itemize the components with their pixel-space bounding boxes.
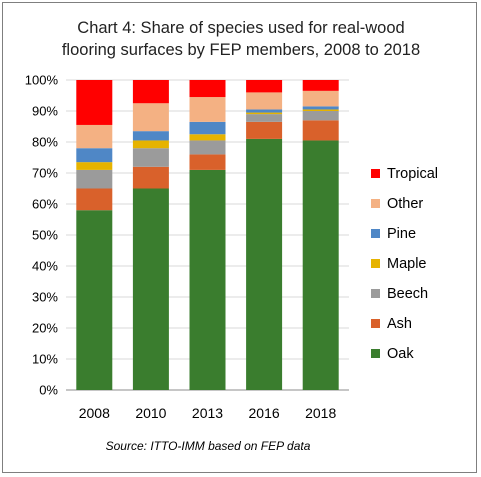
chart-title-line-1: Chart 4: Share of species used for real-… [77, 19, 404, 37]
x-tick-label: 2018 [305, 405, 336, 421]
y-tick-label: 10% [32, 352, 58, 367]
chart-frame: Chart 4: Share of species used for real-… [2, 2, 477, 473]
bar-segment-beech [246, 114, 283, 122]
bar-segment-other [132, 103, 169, 132]
x-tick-label: 2016 [249, 405, 280, 421]
legend-label-tropical: Tropical [387, 166, 438, 182]
chart-title-line-2: flooring surfaces by FEP members, 2008 t… [62, 41, 420, 59]
bar-segment-oak [302, 140, 339, 390]
y-tick-label: 20% [32, 321, 58, 336]
bar-segment-other [189, 97, 226, 122]
y-tick-label: 70% [32, 166, 58, 181]
bar-segment-tropical [76, 80, 113, 125]
bar-segment-beech [302, 111, 339, 121]
bar-segment-ash [302, 120, 339, 141]
legend-swatch-oak [371, 349, 380, 358]
y-tick-label: 30% [32, 290, 58, 305]
x-tick-label: 2008 [79, 405, 110, 421]
bar-segment-oak [189, 169, 226, 390]
y-tick-label: 60% [32, 197, 58, 212]
legend: Tropical Other Pine Maple Beech Ash Oak [371, 166, 438, 362]
x-tick-label: 2010 [135, 405, 166, 421]
bar-segment-tropical [302, 80, 339, 91]
bar-segment-tropical [132, 80, 169, 104]
y-tick-label: 0% [39, 383, 58, 398]
bar-segment-tropical [246, 80, 283, 93]
legend-swatch-pine [371, 229, 380, 238]
x-tick-label: 2013 [192, 405, 223, 421]
legend-label-ash: Ash [387, 316, 412, 332]
bar-segment-maple [189, 134, 226, 141]
bar-segment-maple [132, 140, 169, 149]
bar-segment-pine [246, 109, 283, 113]
bar-segment-ash [246, 121, 283, 139]
bar-segment-beech [189, 140, 226, 155]
legend-label-other: Other [387, 196, 423, 212]
bar-segment-oak [246, 138, 283, 390]
stacked-bar-chart: Chart 4: Share of species used for real-… [25, 19, 438, 453]
legend-swatch-tropical [371, 169, 380, 178]
bar-segment-beech [132, 148, 169, 167]
bar-segment-other [246, 92, 283, 110]
bar-segment-maple [302, 109, 339, 111]
bar-segment-pine [132, 131, 169, 141]
bar-segment-other [302, 90, 339, 107]
legend-swatch-maple [371, 259, 380, 268]
plot-area: 0% 10% 20% 30% 40% 50% 60% 70% 80% 90% 100% [25, 73, 349, 398]
y-tick-label: 50% [32, 228, 58, 243]
bar-segment-other [76, 124, 113, 149]
y-tick-label: 40% [32, 259, 58, 274]
bar-segment-pine [302, 106, 339, 110]
bar-segment-ash [76, 188, 113, 211]
legend-swatch-ash [371, 319, 380, 328]
bar-segment-oak [132, 188, 169, 390]
bar-segment-maple [76, 162, 113, 170]
bar-segment-maple [246, 112, 283, 115]
bar-segment-pine [76, 148, 113, 163]
legend-label-pine: Pine [387, 226, 416, 242]
bar-segment-oak [76, 210, 113, 390]
legend-label-maple: Maple [387, 256, 427, 272]
bar-segment-ash [189, 154, 226, 170]
bar-segment-pine [189, 121, 226, 135]
y-tick-label: 100% [25, 73, 59, 88]
y-tick-label: 90% [32, 104, 58, 119]
source-note: Source: ITTO-IMM based on FEP data [106, 439, 311, 453]
bar-segment-ash [132, 166, 169, 189]
bars-group: 2008 2010 2013 2016 2018 [76, 80, 339, 421]
y-tick-label: 80% [32, 135, 58, 150]
legend-swatch-beech [371, 289, 380, 298]
legend-label-oak: Oak [387, 346, 414, 362]
legend-swatch-other [371, 199, 380, 208]
bar-segment-tropical [189, 80, 226, 98]
bar-segment-beech [76, 169, 113, 189]
legend-label-beech: Beech [387, 286, 428, 302]
